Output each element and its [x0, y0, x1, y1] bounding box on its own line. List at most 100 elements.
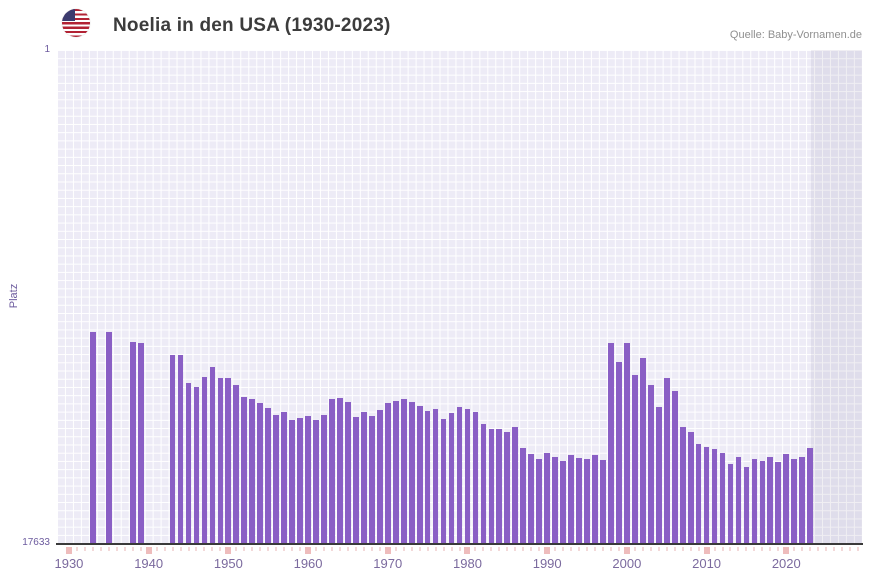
bar-2015[interactable]	[743, 467, 750, 543]
bar-1946[interactable]	[193, 387, 200, 543]
minor-tick-1937	[123, 547, 126, 551]
minor-tick-1944	[179, 547, 182, 551]
minor-tick-2023	[809, 547, 812, 551]
bar-1957[interactable]	[281, 412, 288, 543]
bar-1952[interactable]	[241, 397, 248, 543]
bar-1948[interactable]	[209, 367, 216, 543]
bar-1963[interactable]	[329, 399, 335, 543]
bar-2016[interactable]	[751, 459, 758, 543]
x-axis-label-1990: 1990	[532, 556, 562, 571]
bar-1954[interactable]	[257, 403, 264, 543]
bar-1955[interactable]	[265, 408, 272, 543]
bar-1975[interactable]	[424, 411, 431, 543]
bar-1990[interactable]	[544, 452, 551, 543]
bar-1958[interactable]	[289, 420, 295, 543]
bar-1956[interactable]	[273, 414, 280, 543]
bar-1960[interactable]	[305, 416, 311, 543]
bar-1970[interactable]	[384, 403, 391, 543]
bar-2012[interactable]	[719, 452, 726, 543]
bar-1986[interactable]	[512, 427, 519, 543]
bar-2003[interactable]	[647, 385, 654, 543]
bar-1935[interactable]	[105, 332, 112, 543]
bar-1950[interactable]	[225, 378, 232, 543]
minor-tick-1976	[434, 547, 437, 551]
bar-2001[interactable]	[631, 375, 638, 543]
bar-1949[interactable]	[217, 378, 224, 543]
bar-2007[interactable]	[679, 427, 686, 543]
bar-1980[interactable]	[464, 409, 471, 543]
minor-tick-2028	[849, 547, 852, 551]
bar-2000[interactable]	[624, 343, 630, 543]
bar-1999[interactable]	[616, 362, 622, 543]
bar-1982[interactable]	[480, 424, 487, 543]
minor-tick-1967	[362, 547, 365, 551]
bar-1983[interactable]	[488, 429, 495, 543]
minor-tick-1947	[203, 547, 206, 551]
bar-1961[interactable]	[313, 420, 319, 543]
bar-2017[interactable]	[759, 461, 766, 543]
bar-2008[interactable]	[687, 432, 694, 543]
bar-1971[interactable]	[392, 400, 399, 543]
bar-1978[interactable]	[448, 413, 455, 543]
bar-1966[interactable]	[353, 417, 359, 543]
major-tick-1950	[225, 547, 232, 554]
bar-1993[interactable]	[568, 455, 574, 543]
minor-tick-1991	[554, 547, 557, 551]
bar-1947[interactable]	[201, 377, 208, 543]
bar-1969[interactable]	[376, 410, 383, 543]
bar-1989[interactable]	[536, 459, 543, 543]
bar-1959[interactable]	[297, 418, 303, 543]
bar-1987[interactable]	[520, 448, 527, 543]
bar-2009[interactable]	[695, 444, 702, 543]
bar-1951[interactable]	[233, 385, 240, 543]
minor-tick-1942	[163, 547, 166, 551]
bar-1988[interactable]	[528, 454, 535, 543]
bar-1965[interactable]	[345, 402, 351, 543]
bar-2019[interactable]	[775, 462, 782, 543]
bar-1943[interactable]	[169, 354, 176, 543]
minor-tick-1938	[131, 547, 134, 551]
bar-2011[interactable]	[711, 448, 718, 543]
bar-1944[interactable]	[177, 355, 184, 543]
bar-2004[interactable]	[655, 407, 662, 543]
bar-2018[interactable]	[767, 456, 774, 543]
bar-1945[interactable]	[185, 383, 192, 543]
bar-1964[interactable]	[337, 397, 343, 543]
bar-1985[interactable]	[504, 432, 511, 543]
bar-1994[interactable]	[576, 458, 582, 543]
bar-1979[interactable]	[456, 407, 463, 543]
bar-1968[interactable]	[368, 416, 375, 543]
bar-1981[interactable]	[472, 412, 479, 543]
bar-1976[interactable]	[432, 409, 439, 543]
bar-1938[interactable]	[129, 342, 136, 543]
bar-2020[interactable]	[783, 454, 790, 543]
us-flag-icon	[62, 9, 90, 37]
bar-1997[interactable]	[600, 460, 606, 543]
bar-2006[interactable]	[671, 391, 678, 543]
bar-1995[interactable]	[584, 459, 590, 543]
bar-2023[interactable]	[807, 448, 814, 543]
bar-1953[interactable]	[249, 399, 256, 543]
bar-1962[interactable]	[321, 414, 327, 543]
bar-1933[interactable]	[89, 332, 96, 543]
bar-1973[interactable]	[408, 402, 415, 543]
bar-2021[interactable]	[791, 459, 798, 543]
bar-2010[interactable]	[703, 446, 710, 543]
bar-1992[interactable]	[560, 461, 566, 543]
bar-1998[interactable]	[608, 343, 614, 543]
bar-2014[interactable]	[735, 456, 742, 543]
bar-1991[interactable]	[552, 456, 558, 543]
bar-1996[interactable]	[592, 455, 598, 543]
bar-2002[interactable]	[639, 357, 646, 543]
bar-1984[interactable]	[496, 429, 503, 543]
bar-2005[interactable]	[663, 378, 670, 543]
bar-1974[interactable]	[416, 406, 423, 543]
bar-1939[interactable]	[137, 343, 144, 543]
bar-2013[interactable]	[727, 464, 734, 543]
bar-1967[interactable]	[360, 412, 367, 543]
bar-1977[interactable]	[440, 419, 447, 543]
bar-1972[interactable]	[400, 399, 407, 543]
minor-tick-1933	[91, 547, 94, 551]
bar-2022[interactable]	[799, 456, 806, 543]
